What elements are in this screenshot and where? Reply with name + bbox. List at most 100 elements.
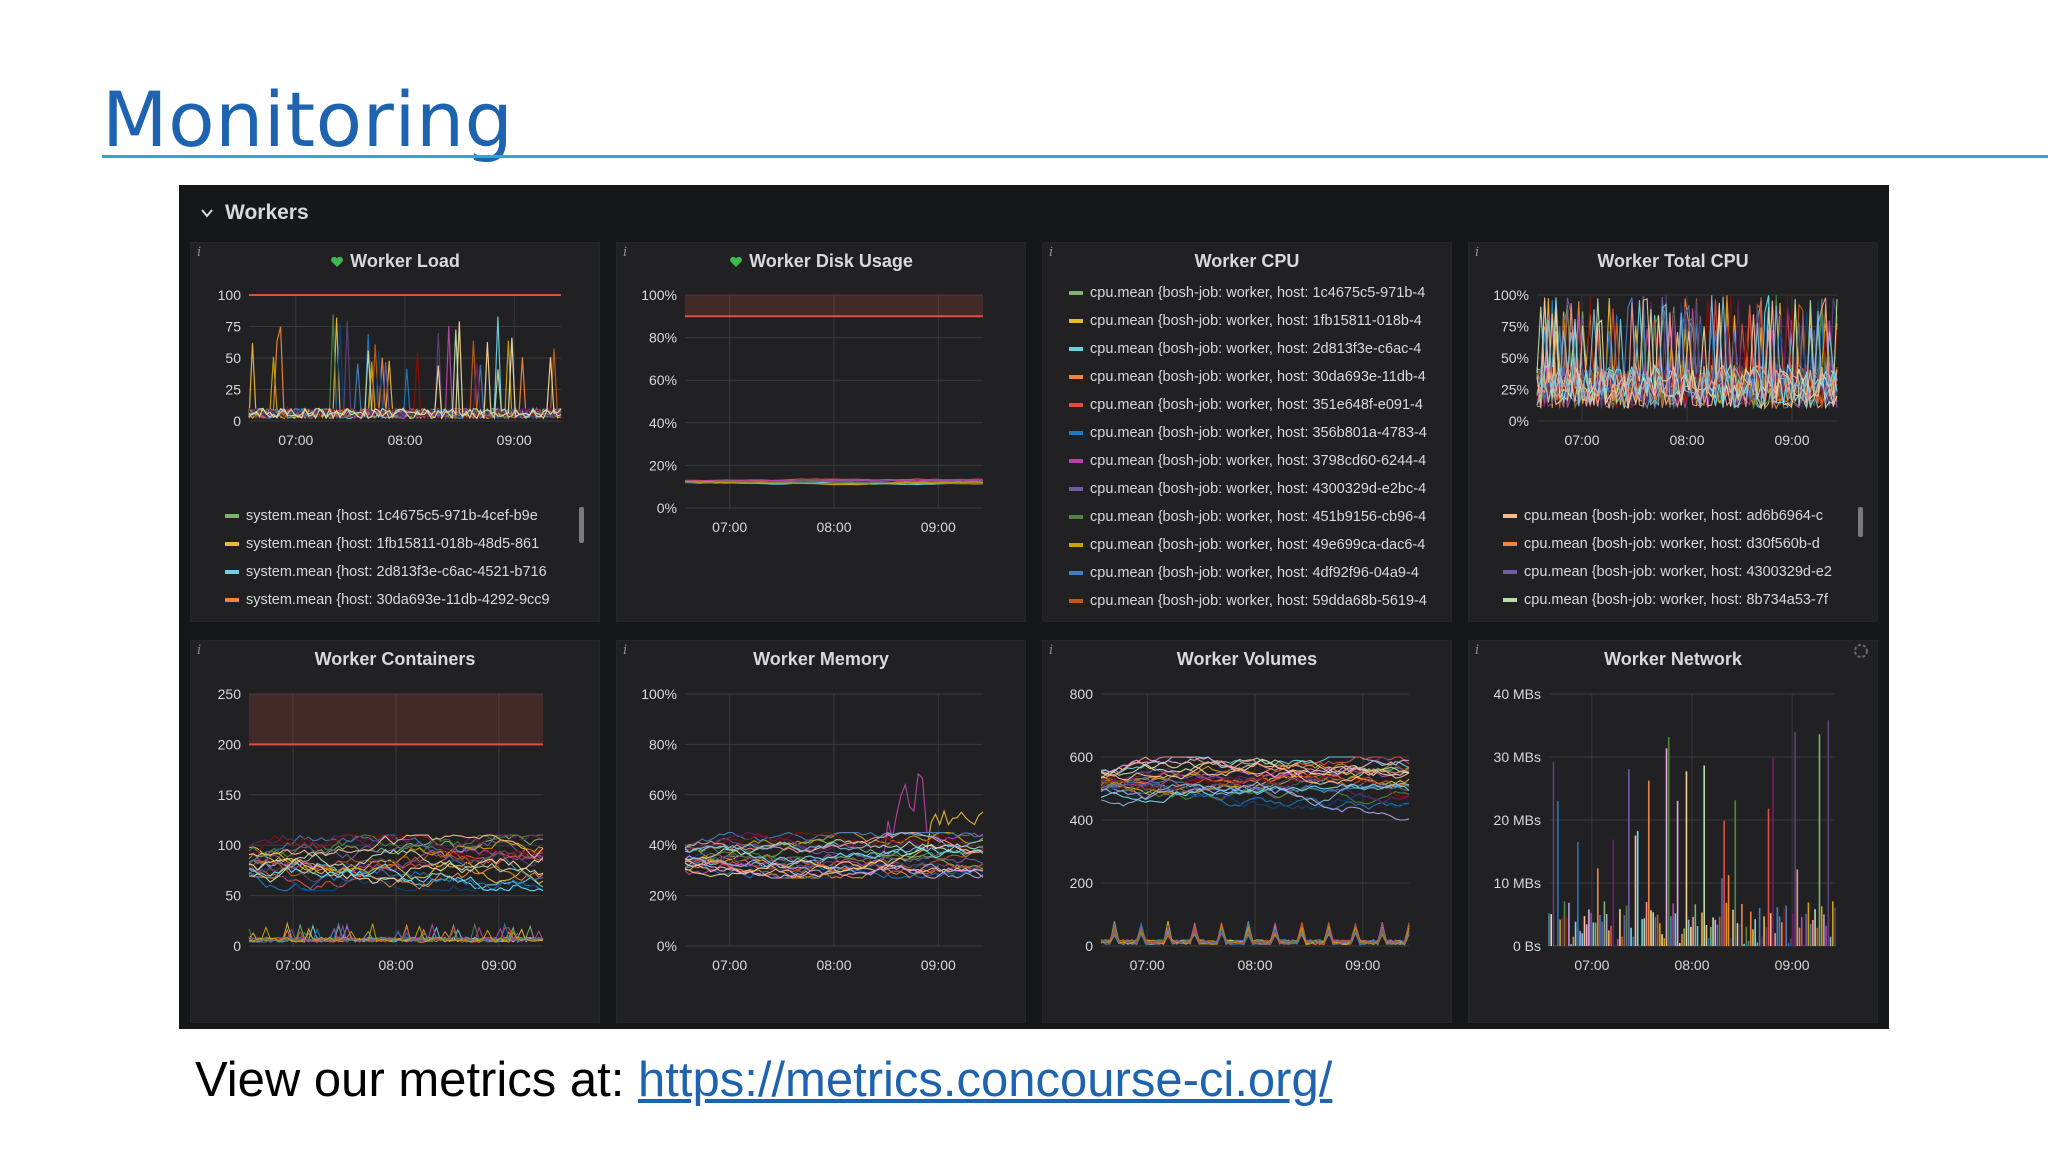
y-tick-label: 40% <box>649 415 677 431</box>
info-icon[interactable]: i <box>1049 245 1054 260</box>
legend-item[interactable]: cpu.mean {bosh-job: worker, host: 30da69… <box>1069 363 1437 391</box>
legend-item[interactable]: system.mean {host: 2d813f3e-c6ac-4521-b7… <box>225 558 585 586</box>
series-group <box>1548 720 1836 946</box>
info-icon[interactable]: i <box>1049 643 1054 658</box>
series-line <box>1100 781 1410 821</box>
series-swatch <box>1069 291 1083 295</box>
series-line <box>1100 760 1410 785</box>
legend-item[interactable]: cpu.mean {bosh-job: worker, host: 4df92f… <box>1069 559 1437 587</box>
footer-prefix: View our metrics at: <box>195 1053 638 1107</box>
y-tick-label: 75 <box>225 319 241 335</box>
y-tick-label: 50% <box>1501 350 1529 366</box>
series-line <box>1536 295 1838 410</box>
panel-worker-load[interactable]: i Worker Load system.mean {host: 1c4675c… <box>190 242 600 622</box>
panel-worker-disk-usage[interactable]: i Worker Disk Usage 100% 80% 60% 40% 20% 0% 07… <box>616 242 1026 622</box>
y-tick-label: 60% <box>649 372 677 388</box>
threshold-band <box>685 295 983 317</box>
legend-item[interactable]: system.mean {host: 30da693e-11db-4292-9c… <box>225 586 585 614</box>
legend-item[interactable]: cpu.mean {bosh-job: worker, host: d30f56… <box>1503 530 1863 558</box>
info-icon[interactable]: i <box>1475 245 1480 260</box>
panel-worker-containers[interactable]: i Worker Containers 250 200 150 100 50 0 07:00… <box>190 640 600 1023</box>
series-swatch <box>1069 515 1083 519</box>
panel-worker-cpu[interactable]: i Worker CPU cpu.mean {bosh-job: worker,… <box>1042 242 1452 622</box>
metrics-link[interactable]: https://metrics.concourse-ci.org/ <box>637 1053 1333 1107</box>
legend-item[interactable]: cpu.mean {bosh-job: worker, host: 1c4675… <box>1069 279 1437 307</box>
series-line <box>1100 921 1410 946</box>
x-tick-label: 08:00 <box>387 432 422 448</box>
chart-worker-load[interactable]: 100 75 50 25 0 07:00 08:00 09:00 <box>191 243 601 623</box>
row-header-workers[interactable]: Workers <box>199 195 309 231</box>
chart-worker-total-cpu[interactable]: 100% 75% 50% 25% 0% 07:00 08:00 09:00 <box>1469 243 1879 623</box>
series-line <box>248 857 544 885</box>
series-swatch <box>225 598 239 602</box>
chart-worker-memory[interactable]: 100% 80% 60% 40% 20% 0% 07:00 08:00 09:00 <box>617 641 1027 1024</box>
info-icon[interactable]: i <box>197 245 202 260</box>
y-tick-label: 100% <box>641 287 677 303</box>
series-line <box>684 837 984 864</box>
y-tick-label: 40% <box>649 837 677 853</box>
y-tick-label: 50 <box>225 350 241 366</box>
chevron-down-icon[interactable] <box>199 205 215 221</box>
panel-worker-volumes[interactable]: i Worker Volumes 800 600 400 200 0 07:00 08:00… <box>1042 640 1452 1023</box>
chart-worker-disk-usage[interactable]: 100% 80% 60% 40% 20% 0% 07:00 08:00 09:00 <box>617 243 1027 623</box>
series-swatch <box>1069 459 1083 463</box>
chart-worker-volumes[interactable]: 800 600 400 200 0 07:00 08:00 09:00 <box>1043 641 1453 1024</box>
y-tick-label: 80% <box>649 330 677 346</box>
series-line <box>1100 782 1410 803</box>
series-line <box>685 481 984 486</box>
y-tick-label: 0 <box>233 938 241 954</box>
panel-worker-total-cpu[interactable]: i Worker Total CPU cpu.mean {bosh-job: w… <box>1468 242 1878 622</box>
series-swatch <box>225 514 239 518</box>
legend-item[interactable]: cpu.mean {bosh-job: worker, host: 430032… <box>1069 475 1437 503</box>
info-icon[interactable]: i <box>1475 643 1480 658</box>
series-line <box>684 855 984 879</box>
info-icon[interactable]: i <box>197 643 202 658</box>
series-line <box>684 859 984 879</box>
legend-item[interactable]: system.mean {host: 1fb15811-018b-48d5-86… <box>225 530 585 558</box>
legend-item[interactable]: cpu.mean {bosh-job: worker, host: 451b91… <box>1069 503 1437 531</box>
legend-scrollbar[interactable] <box>1858 507 1863 537</box>
y-tick-label: 40 MBs <box>1494 686 1541 702</box>
x-tick-label: 09:00 <box>497 432 532 448</box>
series-group <box>1536 294 1838 410</box>
legend-item[interactable]: cpu.mean {bosh-job: worker, host: 356b80… <box>1069 419 1437 447</box>
y-tick-label: 0 <box>233 413 241 429</box>
x-tick-label: 07:00 <box>1564 432 1599 448</box>
series-swatch <box>1503 514 1517 518</box>
legend-label: cpu.mean {bosh-job: worker, host: 1c4675… <box>1090 285 1426 301</box>
x-tick-label: 07:00 <box>712 519 747 535</box>
x-tick-label: 08:00 <box>1669 432 1704 448</box>
legend-item[interactable]: cpu.mean {bosh-job: worker, host: 3798cd… <box>1069 447 1437 475</box>
panel-worker-memory[interactable]: i Worker Memory 100% 80% 60% 40% 20% 0% 07:00 0… <box>616 640 1026 1023</box>
series-line <box>684 860 984 879</box>
legend-label: system.mean {host: 30da693e-11db-4292-9c… <box>246 592 550 608</box>
legend-label: cpu.mean {bosh-job: worker, host: 351e64… <box>1090 397 1423 413</box>
legend-item[interactable]: cpu.mean {bosh-job: worker, host: 59dda6… <box>1069 587 1437 615</box>
series-line <box>684 831 984 853</box>
series-line <box>248 834 543 858</box>
legend-label: cpu.mean {bosh-job: worker, host: ad6b69… <box>1524 508 1824 524</box>
series-swatch <box>1069 375 1083 379</box>
info-icon[interactable]: i <box>623 245 628 260</box>
legend-item[interactable]: cpu.mean {bosh-job: worker, host: 430032… <box>1503 558 1863 586</box>
legend-label: cpu.mean {bosh-job: worker, host: 1fb158… <box>1090 313 1422 329</box>
legend-item[interactable]: system.mean {host: 1c4675c5-971b-4cef-b9… <box>225 502 585 530</box>
heart-icon <box>331 257 344 268</box>
legend-item[interactable]: cpu.mean {bosh-job: worker, host: 49e699… <box>1069 531 1437 559</box>
legend-item[interactable]: cpu.mean {bosh-job: worker, host: 351e64… <box>1069 391 1437 419</box>
legend-item[interactable]: cpu.mean {bosh-job: worker, host: 2d813f… <box>1069 335 1437 363</box>
legend-item[interactable]: cpu.mean {bosh-job: worker, host: 1fb158… <box>1069 307 1437 335</box>
panel-title: Worker Load <box>191 251 599 272</box>
series-line <box>1100 774 1410 794</box>
info-icon[interactable]: i <box>623 643 628 658</box>
legend-scrollbar[interactable] <box>579 507 584 543</box>
legend-item[interactable]: cpu.mean {bosh-job: worker, host: 8b734a… <box>1503 586 1863 614</box>
legend-item[interactable]: cpu.mean {bosh-job: worker, host: ad6b69… <box>1503 502 1863 530</box>
panel-worker-network[interactable]: i Worker Network 40 MBs 30 MBs 20 MBs 10 MB… <box>1468 640 1878 1023</box>
spinner-icon <box>1854 644 1868 658</box>
series-line <box>248 840 544 866</box>
chart-worker-network[interactable]: 40 MBs 30 MBs 20 MBs 10 MBs 0 Bs 07:00 08:00 09… <box>1469 641 1879 1024</box>
panel-title: Worker Total CPU <box>1597 251 1749 271</box>
chart-worker-containers[interactable]: 250 200 150 100 50 0 07:00 08:00 09:00 <box>191 641 601 1024</box>
x-tick-label: 07:00 <box>1574 957 1609 973</box>
